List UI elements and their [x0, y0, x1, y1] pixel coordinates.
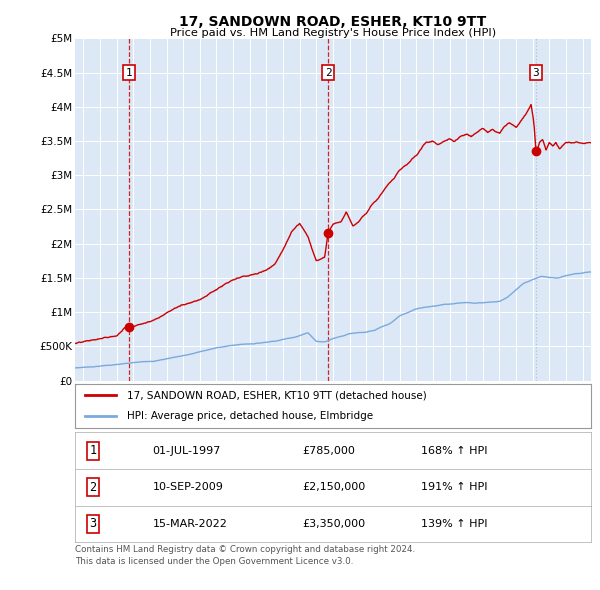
Text: 2: 2: [325, 68, 331, 77]
Text: 168% ↑ HPI: 168% ↑ HPI: [421, 446, 487, 455]
Text: 17, SANDOWN ROAD, ESHER, KT10 9TT (detached house): 17, SANDOWN ROAD, ESHER, KT10 9TT (detac…: [127, 391, 427, 401]
Text: 3: 3: [533, 68, 539, 77]
Text: £2,150,000: £2,150,000: [302, 483, 365, 492]
Text: HPI: Average price, detached house, Elmbridge: HPI: Average price, detached house, Elmb…: [127, 411, 373, 421]
Text: 1: 1: [126, 68, 133, 77]
Text: Contains HM Land Registry data © Crown copyright and database right 2024.
This d: Contains HM Land Registry data © Crown c…: [75, 545, 415, 566]
Text: 191% ↑ HPI: 191% ↑ HPI: [421, 483, 487, 492]
Text: £3,350,000: £3,350,000: [302, 519, 365, 529]
Text: 3: 3: [89, 517, 97, 530]
Text: Price paid vs. HM Land Registry's House Price Index (HPI): Price paid vs. HM Land Registry's House …: [170, 28, 496, 38]
Text: 01-JUL-1997: 01-JUL-1997: [152, 446, 221, 455]
Text: 139% ↑ HPI: 139% ↑ HPI: [421, 519, 487, 529]
Text: £785,000: £785,000: [302, 446, 355, 455]
Text: 10-SEP-2009: 10-SEP-2009: [152, 483, 223, 492]
Text: 17, SANDOWN ROAD, ESHER, KT10 9TT: 17, SANDOWN ROAD, ESHER, KT10 9TT: [179, 15, 487, 29]
Text: 1: 1: [89, 444, 97, 457]
Text: 2: 2: [89, 481, 97, 494]
Text: 15-MAR-2022: 15-MAR-2022: [152, 519, 227, 529]
